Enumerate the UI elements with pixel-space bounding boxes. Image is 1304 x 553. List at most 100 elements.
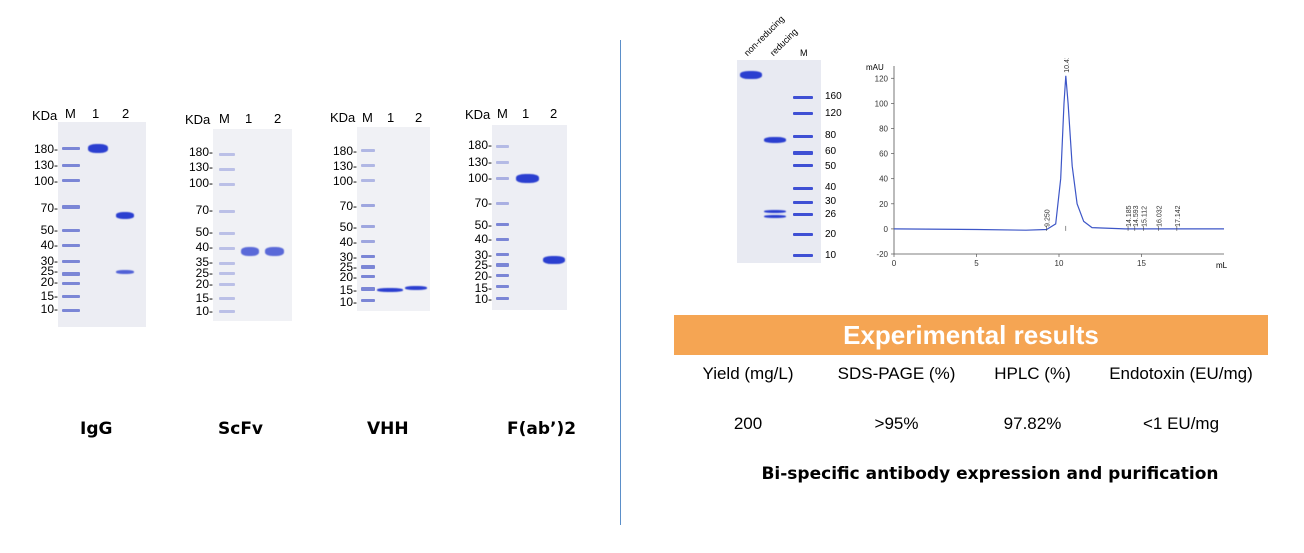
ladder-band xyxy=(496,145,509,148)
mw-label: 15- xyxy=(474,281,492,295)
mw-label: 10- xyxy=(339,295,357,309)
peak-label: 16.032 xyxy=(1157,205,1164,227)
mw-label: 20- xyxy=(40,275,58,289)
mw-label: 15- xyxy=(339,283,357,297)
gel-caption-fab2: F(ab’)2 xyxy=(507,419,577,439)
chromatogram-trace xyxy=(893,75,1224,231)
sample-band xyxy=(116,270,134,274)
ladder-band xyxy=(62,295,80,298)
chart-ticks: -20 0 20 40 60 80 100 120 0 5 10 15 xyxy=(875,74,1147,268)
mw-label: 20 xyxy=(825,229,837,240)
ladder-band xyxy=(219,310,235,313)
mw-label: 10 xyxy=(825,250,837,261)
mw-label: 25- xyxy=(339,260,357,274)
lane-m-label: M xyxy=(497,106,508,121)
ladder-band xyxy=(361,179,375,182)
ladder-band xyxy=(496,161,509,164)
y-tick-label: 100 xyxy=(875,99,889,108)
sample-band xyxy=(405,286,427,290)
ladder-band xyxy=(361,240,375,243)
ladder-band xyxy=(62,147,80,150)
ladder-band xyxy=(496,238,509,241)
mw-label: 40- xyxy=(40,238,58,252)
ladder-band xyxy=(219,232,235,235)
mw-label: 10- xyxy=(195,304,213,318)
ladder-band xyxy=(496,177,509,180)
ladder-band xyxy=(793,112,813,115)
ladder-band xyxy=(793,164,813,167)
mw-label: 30- xyxy=(40,254,58,268)
y-tick-label: 60 xyxy=(879,150,888,159)
ladder-band xyxy=(361,225,375,228)
lane-1-label: 1 xyxy=(387,110,395,125)
mw-label: 20- xyxy=(339,270,357,284)
mw-label: 70- xyxy=(195,203,213,217)
mw-label: 30 xyxy=(825,196,837,207)
mw-label: 80 xyxy=(825,130,837,141)
sample-band xyxy=(377,288,403,292)
mw-label: 26 xyxy=(825,209,837,220)
mw-label: 40 xyxy=(825,182,837,193)
mw-label: 180- xyxy=(332,144,357,158)
mw-label: 180- xyxy=(188,145,213,159)
sample-band xyxy=(543,256,565,264)
ladder-band xyxy=(496,253,509,256)
mw-label: 50- xyxy=(195,225,213,239)
peak-labels: 9.250 10.411 14.185 14.593 15.112 16.032 17.14… xyxy=(1045,58,1182,231)
mw-label: 60 xyxy=(825,146,837,157)
mw-label: 180- xyxy=(33,142,58,156)
sample-band xyxy=(764,210,786,213)
ladder-band xyxy=(62,179,80,182)
mw-label: 130- xyxy=(467,155,492,169)
ladder-band xyxy=(361,255,375,258)
mw-label: 50- xyxy=(474,218,492,232)
y-tick-label: 0 xyxy=(884,225,889,234)
bispecific-gel-image xyxy=(737,60,821,263)
ladder-band xyxy=(496,263,509,267)
ladder-band xyxy=(361,275,375,278)
col-hplc: HPLC (%) xyxy=(994,364,1071,383)
lane-label-marker: M xyxy=(800,48,808,58)
ladder-band xyxy=(793,254,813,257)
sample-band xyxy=(764,215,786,218)
ladder-band xyxy=(219,262,235,265)
y-tick-label: 20 xyxy=(879,200,888,209)
mw-label: 100- xyxy=(188,176,213,190)
sample-band xyxy=(241,247,259,256)
mw-label: 40- xyxy=(195,240,213,254)
kda-label: KDa xyxy=(465,107,491,122)
mw-label: 130- xyxy=(33,158,58,172)
ladder-band xyxy=(361,164,375,167)
sample-band xyxy=(88,144,108,153)
ladder-band xyxy=(219,247,235,250)
ladder-band xyxy=(219,210,235,213)
mw-label: 130- xyxy=(188,160,213,174)
mw-label: 25- xyxy=(474,258,492,272)
peak-label: 14.593 xyxy=(1133,205,1140,227)
mw-label: 20- xyxy=(474,269,492,283)
x-tick-label: 10 xyxy=(1055,259,1064,268)
val-hplc: 97.82% xyxy=(1003,414,1062,433)
lane-1-label: 1 xyxy=(522,106,530,121)
mw-label: 50 xyxy=(825,161,837,172)
col-sds-page: SDS-PAGE (%) xyxy=(837,364,956,383)
y-axis-label: mAU xyxy=(866,63,884,72)
ladder-band xyxy=(496,202,509,205)
mw-label: 50- xyxy=(339,220,357,234)
ladder-band xyxy=(361,287,375,291)
mw-label: 40- xyxy=(474,232,492,246)
sample-band xyxy=(116,212,134,219)
mw-label: 160 xyxy=(825,91,842,102)
lane-2-label: 2 xyxy=(415,110,423,125)
y-tick-label: -20 xyxy=(876,250,888,259)
lane-2-label: 2 xyxy=(274,111,282,126)
lane-2-label: 2 xyxy=(550,106,558,121)
ladder-band xyxy=(62,244,80,247)
mw-label: 30- xyxy=(474,248,492,262)
lane-1-label: 1 xyxy=(92,106,100,121)
sample-band xyxy=(516,174,539,183)
peak-label: 10.411 xyxy=(1064,58,1071,73)
mw-label: 15- xyxy=(195,291,213,305)
val-sds-page: >95% xyxy=(874,414,919,433)
ladder-band xyxy=(62,260,80,263)
